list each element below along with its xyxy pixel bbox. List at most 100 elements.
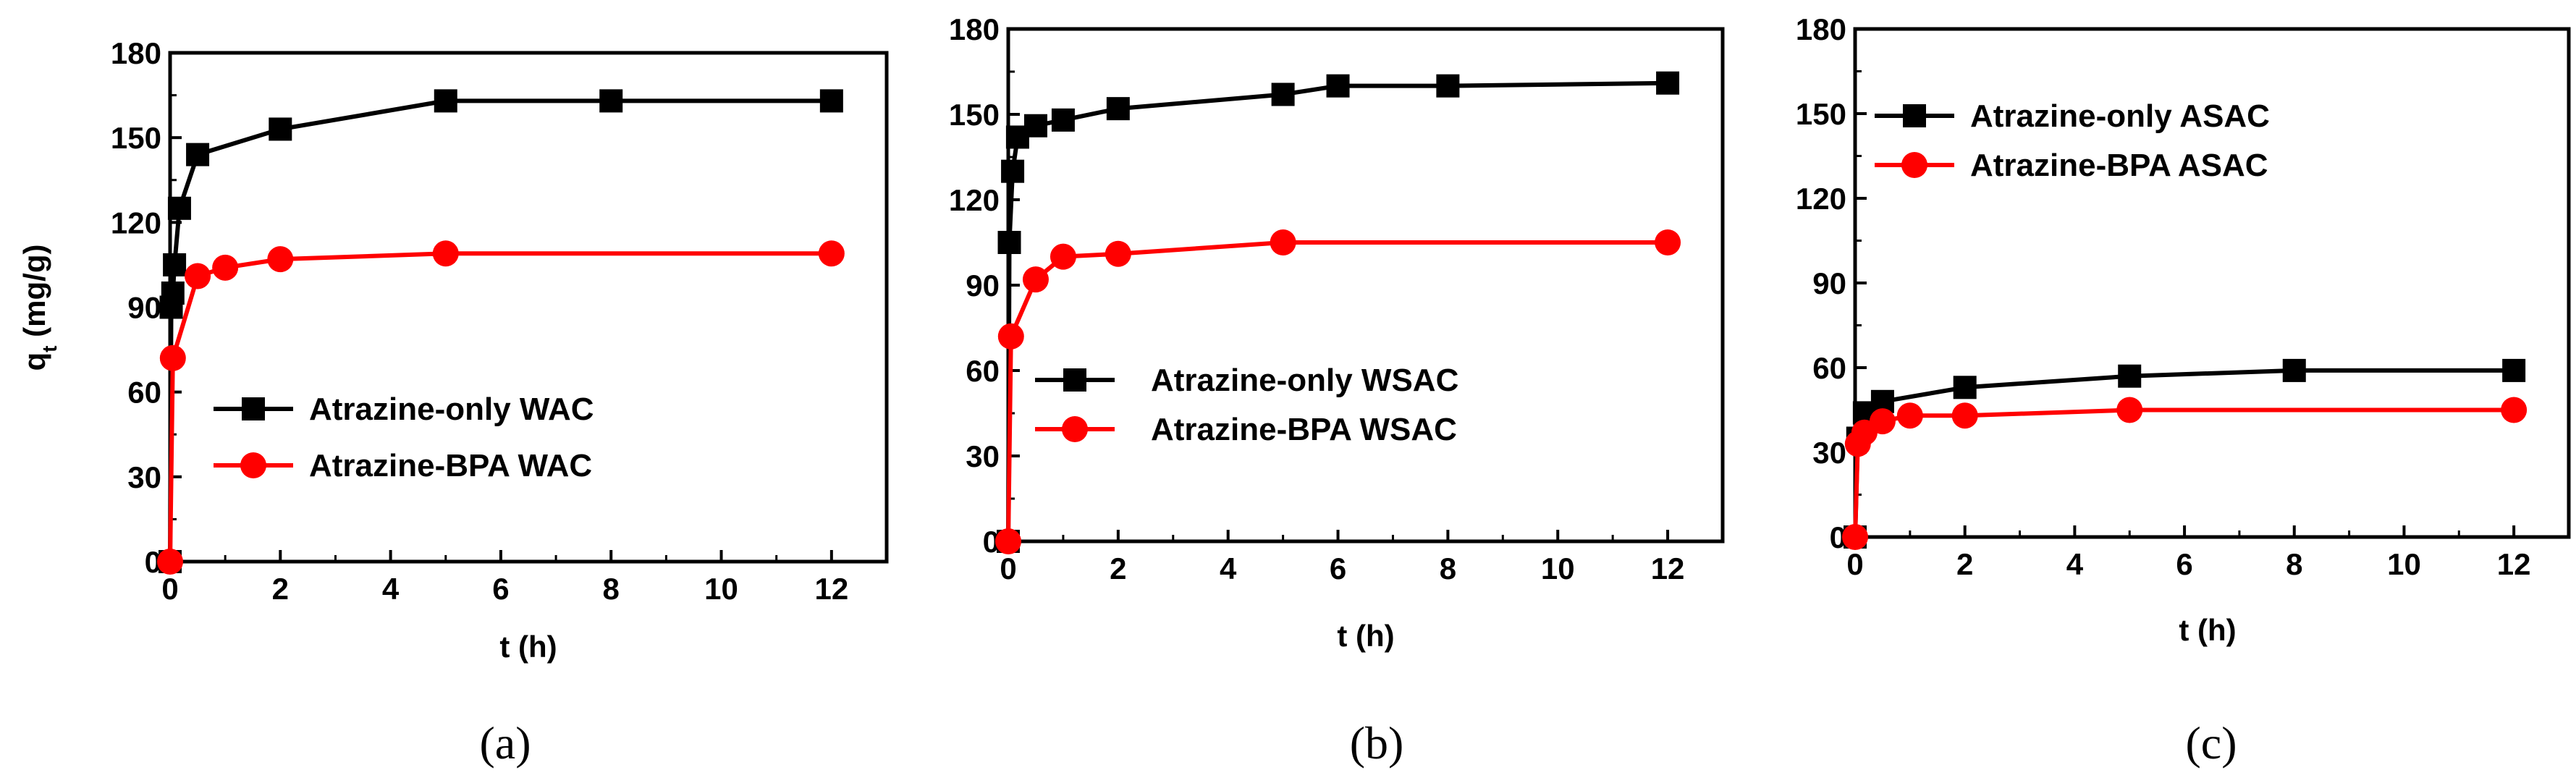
x-tick-label: 8 bbox=[1440, 551, 1456, 585]
chart-panel-3: 0 30 60 90 120 150 180 0 2 4 6 8 10 12 t (h) Atrazine-o… bbox=[1796, 12, 2571, 769]
data-point bbox=[1656, 71, 1680, 95]
x-tick-label: 0 bbox=[1846, 547, 1863, 581]
legend: Atrazine-only WSAC Atrazine-BPA WSAC bbox=[1035, 363, 1458, 447]
data-point bbox=[2116, 397, 2143, 423]
y-tick-label: 90 bbox=[966, 269, 1000, 303]
legend: Atrazine-only WAC Atrazine-BPA WAC bbox=[214, 392, 594, 483]
x-tick-label: 10 bbox=[2387, 547, 2421, 581]
data-point bbox=[2118, 364, 2142, 388]
data-point bbox=[267, 246, 294, 273]
y-tick-label: 0 bbox=[983, 525, 1000, 559]
x-tick-label: 8 bbox=[2286, 547, 2302, 581]
x-tick-label: 4 bbox=[1220, 551, 1237, 585]
chart-panel-2: 0 30 60 90 120 150 180 0 2 4 6 8 10 12 t (h) Atrazine-o… bbox=[949, 12, 1725, 769]
data-point bbox=[1436, 74, 1460, 98]
data-point bbox=[997, 231, 1021, 254]
y-tick-label: 180 bbox=[1796, 12, 1846, 46]
x-tick-label: 0 bbox=[1000, 551, 1016, 585]
x-tick-label: 2 bbox=[1110, 551, 1126, 585]
y-tick-label: 60 bbox=[1812, 351, 1846, 385]
y-tick-label: 60 bbox=[127, 376, 161, 410]
legend-marker bbox=[242, 397, 265, 420]
legend-label: Atrazine-only WAC bbox=[309, 392, 594, 427]
data-point bbox=[1953, 376, 1977, 399]
data-point bbox=[2282, 358, 2306, 382]
legend-label: Atrazine-BPA WAC bbox=[309, 448, 592, 483]
data-point bbox=[819, 89, 843, 113]
chart-panel-1: 0 30 60 90 120 150 180 0 2 4 6 8 10 12 t (h) qt (mg/g) A… bbox=[17, 36, 889, 769]
data-point bbox=[269, 117, 292, 141]
x-tick-label: 10 bbox=[1541, 551, 1575, 585]
y-tick-label: 120 bbox=[111, 206, 161, 240]
data-point bbox=[1270, 229, 1296, 255]
legend-label: Atrazine-only ASAC bbox=[1970, 98, 2270, 134]
y-tick-label: 150 bbox=[1796, 97, 1846, 131]
data-point bbox=[157, 549, 183, 575]
data-point bbox=[818, 240, 845, 267]
x-tick-label: 2 bbox=[1956, 547, 1973, 581]
data-point bbox=[599, 89, 623, 113]
legend-marker bbox=[1901, 152, 1927, 178]
x-axis-label: t (h) bbox=[2179, 613, 2236, 647]
data-point bbox=[185, 263, 211, 289]
y-tick-label: 60 bbox=[966, 354, 1000, 388]
data-point bbox=[2501, 397, 2528, 423]
y-axis-label: qt (mg/g) bbox=[17, 245, 61, 371]
data-point bbox=[1022, 266, 1049, 293]
data-point bbox=[1896, 402, 1923, 429]
series-line-1 bbox=[1006, 80, 1668, 542]
x-tick-label: 10 bbox=[704, 572, 738, 606]
data-point bbox=[1001, 159, 1025, 183]
data-point bbox=[1051, 108, 1075, 132]
legend-marker bbox=[240, 452, 266, 478]
series-line-2 bbox=[1853, 407, 2514, 538]
data-point bbox=[167, 196, 191, 220]
data-point bbox=[997, 323, 1024, 350]
legend-marker bbox=[1062, 416, 1088, 442]
y-tick-label: 30 bbox=[127, 460, 161, 494]
data-point bbox=[212, 254, 239, 281]
y-tick-label: 180 bbox=[111, 36, 161, 70]
data-point bbox=[1655, 229, 1681, 255]
legend-marker bbox=[1063, 368, 1086, 392]
legend-label: Atrazine-only WSAC bbox=[1151, 363, 1458, 398]
x-tick-label: 12 bbox=[2497, 547, 2531, 581]
panel-label: (c) bbox=[2185, 717, 2237, 769]
y-tick-label: 90 bbox=[127, 291, 161, 325]
data-point bbox=[186, 143, 210, 166]
data-point bbox=[1951, 402, 1978, 429]
x-tick-label: 4 bbox=[382, 572, 400, 606]
y-tick-label: 90 bbox=[1812, 266, 1846, 300]
y-tick-label: 180 bbox=[949, 12, 1000, 46]
data-point bbox=[1106, 97, 1130, 121]
x-tick-label: 8 bbox=[603, 572, 620, 606]
data-point bbox=[2502, 358, 2526, 382]
y-tick-label: 150 bbox=[111, 121, 161, 155]
data-point bbox=[1050, 243, 1076, 270]
x-tick-label: 12 bbox=[1651, 551, 1685, 585]
legend: Atrazine-only ASAC Atrazine-BPA ASAC bbox=[1875, 98, 2270, 183]
y-tick-label: 120 bbox=[1796, 182, 1846, 216]
x-tick-label: 4 bbox=[2066, 547, 2084, 581]
x-tick-label: 12 bbox=[814, 572, 848, 606]
y-tick-label: 150 bbox=[949, 98, 1000, 132]
data-point bbox=[1105, 240, 1131, 267]
data-point bbox=[163, 253, 187, 276]
data-point bbox=[432, 240, 459, 267]
x-tick-label: 0 bbox=[161, 572, 178, 606]
y-tick-label: 30 bbox=[966, 439, 1000, 473]
legend-label: Atrazine-BPA WSAC bbox=[1151, 412, 1457, 447]
y-tick-label: 0 bbox=[1830, 520, 1846, 554]
data-point bbox=[161, 281, 185, 305]
data-point bbox=[995, 528, 1021, 554]
legend-label: Atrazine-BPA ASAC bbox=[1970, 148, 2268, 183]
x-tick-label: 6 bbox=[2176, 547, 2192, 581]
y-tick-label: 0 bbox=[145, 545, 161, 579]
x-tick-label: 2 bbox=[272, 572, 289, 606]
data-point bbox=[1842, 524, 1868, 550]
data-point bbox=[1326, 74, 1350, 98]
x-tick-label: 6 bbox=[1330, 551, 1346, 585]
y-tick-label: 30 bbox=[1812, 436, 1846, 470]
legend-marker bbox=[1903, 104, 1926, 127]
